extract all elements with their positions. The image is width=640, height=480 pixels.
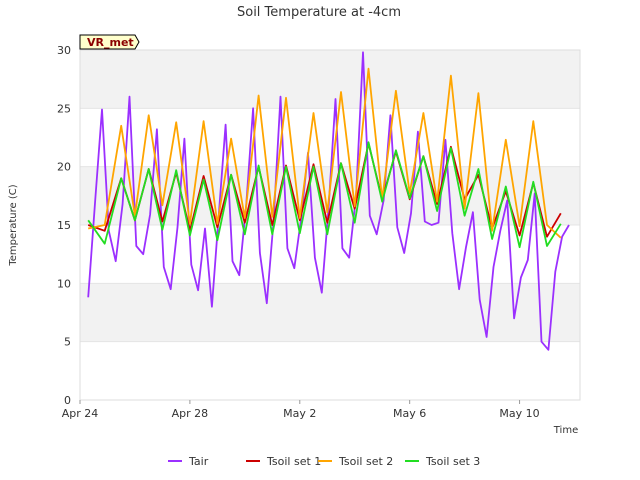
x-tick-label: May 2 — [283, 407, 316, 420]
station-badge: VR_met — [79, 34, 140, 50]
legend: Tair Tsoil set 1 Tsoil set 2 Tsoil set 3 — [168, 455, 480, 468]
x-axis-label: Time — [553, 425, 578, 436]
legend-label: Tsoil set 1 — [266, 455, 321, 468]
x-tick-label: Apr 24 — [62, 407, 99, 420]
y-tick-label: 30 — [57, 44, 71, 57]
y-axis-label: Temperature (C) — [8, 184, 19, 266]
legend-label: Tsoil set 3 — [425, 455, 480, 468]
badge-text: VR_met — [87, 36, 134, 49]
y-tick-label: 0 — [64, 394, 71, 407]
badge-box — [79, 34, 140, 50]
legend-label: Tair — [188, 455, 209, 468]
y-tick-label: 10 — [57, 277, 71, 290]
x-tick-label: May 10 — [499, 407, 539, 420]
y-tick-label: 5 — [64, 336, 71, 349]
x-tick-label: May 6 — [393, 407, 426, 420]
chart-title: Soil Temperature at -4cm — [237, 5, 401, 20]
x-tick-label: Apr 28 — [172, 407, 209, 420]
y-tick-label: 25 — [57, 102, 71, 115]
y-axis-ticks: 0 5 10 15 20 25 30 — [57, 44, 71, 407]
y-tick-label: 15 — [57, 219, 71, 232]
x-axis-ticks: Apr 24 Apr 28 May 2 May 6 May 10 — [62, 400, 540, 420]
legend-label: Tsoil set 2 — [338, 455, 393, 468]
series-line-3 — [87, 141, 562, 249]
series-line-2 — [88, 67, 562, 239]
grid-band — [80, 283, 580, 342]
plot-frame — [79, 49, 581, 401]
grid-band — [80, 50, 580, 109]
y-tick-label: 20 — [57, 161, 71, 174]
series-lines — [87, 51, 570, 351]
